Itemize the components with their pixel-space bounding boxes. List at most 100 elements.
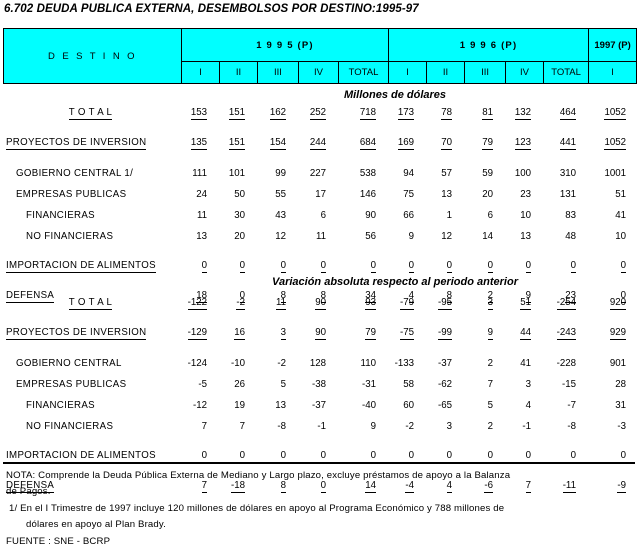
data-cell: 151	[219, 103, 257, 124]
data-cell-value: -40	[361, 400, 376, 411]
data-cell-value: 1052	[604, 137, 626, 150]
data-cell: 5	[257, 374, 298, 395]
data-cell: 123	[505, 133, 543, 154]
tbody-section-1: T O T A L 153 151 162 252 718 173 78 81 132 464 105…	[0, 103, 638, 307]
table-row: FINANCIERAS 11 30 43 6 90 66 1 6 10 83 41	[0, 205, 638, 226]
data-cell: 83	[543, 205, 588, 226]
data-cell: -12	[181, 395, 219, 416]
data-cell: 1001	[588, 163, 638, 184]
data-cell: 8	[257, 476, 298, 497]
data-cell-value: 59	[482, 168, 493, 179]
data-cell-value: 0	[320, 260, 326, 273]
data-cell: 0	[543, 256, 588, 277]
table-row: DEFENSA 18 0 8 8 34 4 8 2 9 23 0	[0, 286, 638, 307]
table-row: PROYECTOS DE INVERSION -129 16 3 90 79 -75 -99 9…	[0, 323, 638, 344]
row-label-text: GOBIERNO CENTRAL 1/	[16, 168, 134, 179]
page-title: 6.702 DEUDA PUBLICA EXTERNA, DESEMBOLSOS…	[4, 3, 419, 15]
data-cell-value: 10	[520, 210, 531, 221]
data-cell: 0	[388, 256, 426, 277]
table-row: T O T A L -122 -2 11 90 93 -79 -95 3 51 -254 920	[0, 293, 638, 314]
data-cell: 252	[298, 103, 338, 124]
data-cell: -129	[181, 323, 219, 344]
data-cell-value: 0	[446, 260, 452, 273]
data-cell: 14	[464, 226, 505, 247]
table-row: GOBIERNO CENTRAL -124 -10 -2 128 110 -133 -37 2 4…	[0, 353, 638, 374]
data-cell-value: 310	[559, 168, 576, 179]
data-cell-value: 4	[408, 290, 414, 303]
data-cell: 8	[257, 286, 298, 307]
row-label-text: GOBIERNO CENTRAL	[16, 358, 122, 369]
row-spacer	[0, 247, 638, 256]
data-cell: 3	[464, 293, 505, 314]
data-cell: 51	[588, 184, 638, 205]
row-label: PROYECTOS DE INVERSION	[0, 133, 181, 154]
data-cell: 101	[219, 163, 257, 184]
data-cell: 12	[257, 226, 298, 247]
footnote-1-line-1: 1/ En el I Trimestre de 1997 incluye 120…	[9, 503, 505, 514]
data-cell-value: -8	[277, 421, 286, 432]
data-cell-value: -2	[277, 358, 286, 369]
data-cell-value: 6	[320, 210, 326, 221]
data-cell: 12	[426, 226, 464, 247]
header-q-1996-ii: II	[426, 61, 466, 84]
data-cell-value: -65	[437, 400, 452, 411]
data-cell: 9	[388, 226, 426, 247]
data-cell-value: -75	[399, 327, 414, 340]
bottom-divider	[3, 462, 635, 464]
data-cell-value: 100	[514, 168, 531, 179]
table-row: FINANCIERAS -12 19 13 -37 -40 60 -65 5 4 -7 31	[0, 395, 638, 416]
data-cell: 7	[219, 416, 257, 437]
table-row: NO FINANCIERAS 7 7 -8 -1 9 -2 3 2 -1 -8 -3	[0, 416, 638, 437]
data-cell: 43	[257, 205, 298, 226]
data-cell-value: 30	[234, 210, 245, 221]
data-cell: 0	[257, 256, 298, 277]
data-cell: 100	[505, 163, 543, 184]
data-cell: 11	[298, 226, 338, 247]
data-cell: 13	[257, 395, 298, 416]
row-label: PROYECTOS DE INVERSION	[0, 323, 181, 344]
data-cell-value: 81	[482, 107, 493, 120]
table-row: EMPRESAS PUBLICAS 24 50 55 17 146 75 13 20 23 131 5…	[0, 184, 638, 205]
data-cell-value: 13	[196, 231, 207, 242]
data-cell-value: 8	[280, 290, 286, 303]
data-cell-value: -228	[556, 358, 576, 369]
data-cell-value: 8	[446, 290, 452, 303]
data-cell-value: 10	[615, 231, 626, 242]
data-cell-value: 20	[234, 231, 245, 242]
data-cell: 2	[464, 353, 505, 374]
data-cell: 9	[464, 323, 505, 344]
data-cell: 0	[426, 256, 464, 277]
data-cell-value: 0	[570, 260, 576, 273]
data-cell: 441	[543, 133, 588, 154]
data-cell: 70	[426, 133, 464, 154]
data-cell-value: -79	[399, 297, 414, 310]
data-cell-value: 2	[487, 421, 493, 432]
data-cell-value: -8	[567, 421, 576, 432]
data-cell: 13	[181, 226, 219, 247]
data-cell: 110	[338, 353, 388, 374]
data-cell-value: 8	[280, 480, 286, 493]
data-cell-value: -243	[556, 327, 576, 340]
data-cell-value: -10	[230, 358, 245, 369]
data-cell-value: 51	[615, 189, 626, 200]
data-cell: 132	[505, 103, 543, 124]
data-cell-value: 7	[201, 480, 207, 493]
section-title-variacion: Variación absoluta respecto al periodo a…	[272, 276, 518, 288]
data-cell-value: 78	[441, 107, 452, 120]
row-label-text: FINANCIERAS	[26, 400, 95, 411]
data-cell: 41	[505, 353, 543, 374]
data-cell: 23	[543, 286, 588, 307]
data-cell-value: 0	[239, 450, 245, 463]
data-cell: -8	[257, 416, 298, 437]
data-cell-value: 60	[403, 400, 414, 411]
data-cell-value: 51	[520, 297, 531, 310]
row-label: DEFENSA	[0, 476, 181, 497]
data-cell-value: 151	[228, 137, 245, 150]
row-label: IMPORTACION DE ALIMENTOS	[0, 256, 181, 277]
data-cell: 7	[505, 476, 543, 497]
data-cell-value: 31	[615, 400, 626, 411]
data-cell: 51	[505, 293, 543, 314]
data-cell: 31	[588, 395, 638, 416]
row-label: T O T A L	[0, 293, 181, 314]
data-cell-value: 1	[446, 210, 452, 221]
